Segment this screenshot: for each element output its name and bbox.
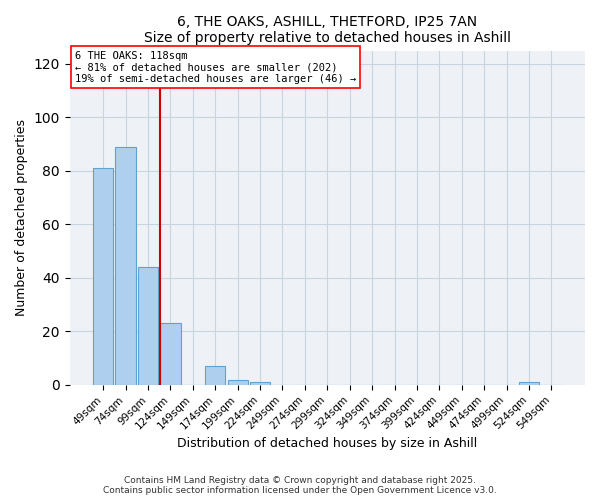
Bar: [93, 168, 113, 385]
Bar: [519, 382, 539, 385]
Bar: [227, 380, 248, 385]
Text: Contains HM Land Registry data © Crown copyright and database right 2025.
Contai: Contains HM Land Registry data © Crown c…: [103, 476, 497, 495]
Title: 6, THE OAKS, ASHILL, THETFORD, IP25 7AN
Size of property relative to detached ho: 6, THE OAKS, ASHILL, THETFORD, IP25 7AN …: [144, 15, 511, 45]
Y-axis label: Number of detached properties: Number of detached properties: [15, 119, 28, 316]
Bar: [205, 366, 226, 385]
X-axis label: Distribution of detached houses by size in Ashill: Distribution of detached houses by size …: [177, 437, 478, 450]
Bar: [250, 382, 270, 385]
Bar: [138, 267, 158, 385]
Bar: [115, 147, 136, 385]
Text: 6 THE OAKS: 118sqm
← 81% of detached houses are smaller (202)
19% of semi-detach: 6 THE OAKS: 118sqm ← 81% of detached hou…: [75, 50, 356, 84]
Bar: [160, 324, 181, 385]
